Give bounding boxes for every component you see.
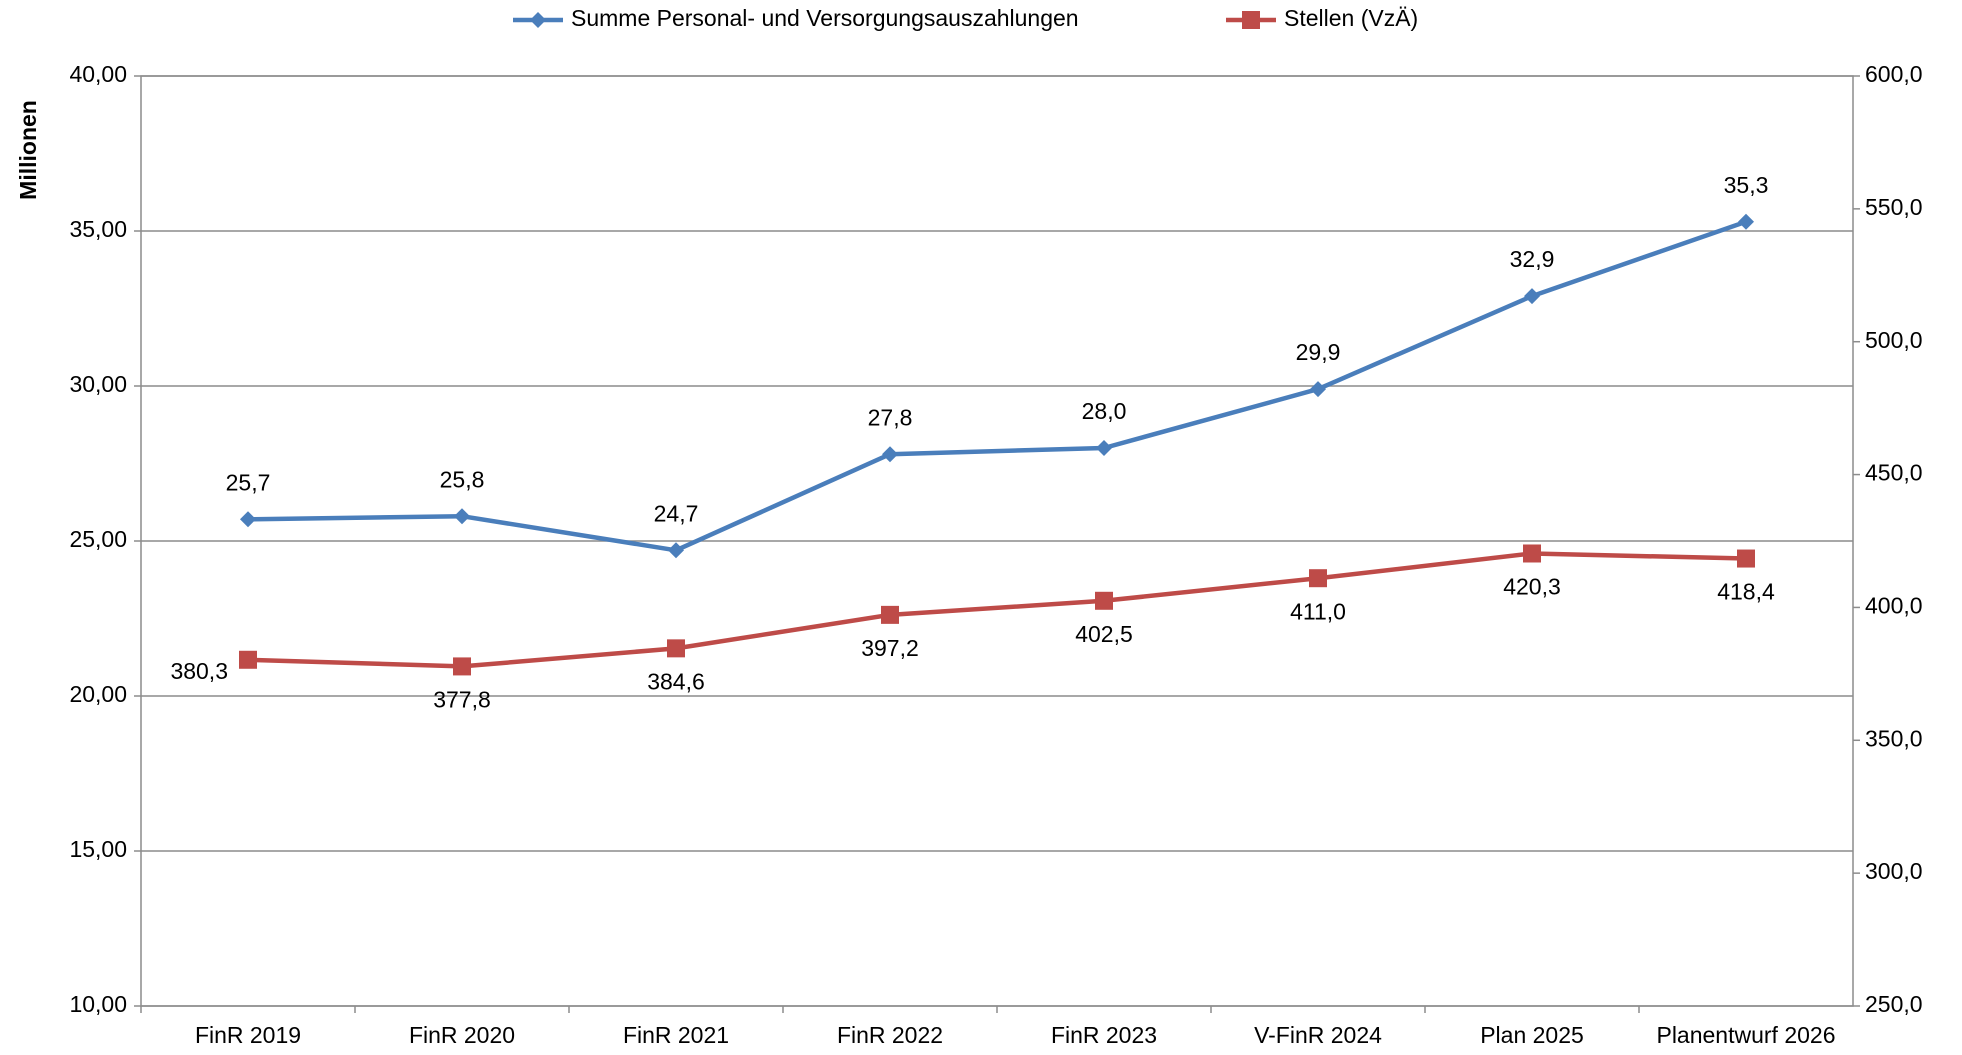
data-label: 29,9 [1296,339,1341,365]
line [247,551,1747,669]
y2-tick-label: 500,0 [1865,327,1923,353]
data-label: 377,8 [433,686,491,712]
x-tick-label: FinR 2021 [623,1022,729,1048]
y2-tick-label: 600,0 [1865,61,1923,87]
y-axis-label: Millionen [15,100,41,200]
data-label: 397,2 [861,635,919,661]
y2-tick-label: 450,0 [1865,460,1923,486]
x-tick-label: FinR 2020 [409,1022,515,1048]
line [247,219,1747,553]
y-tick-label: 15,00 [69,836,127,862]
data-label: 411,0 [1290,598,1346,624]
data-label: 27,8 [868,404,913,430]
y-tick-label: 30,00 [69,371,127,397]
y2-tick-label: 300,0 [1865,858,1923,884]
marker [240,511,256,528]
y2-tick-label: 550,0 [1865,194,1923,220]
data-label: 25,7 [226,469,271,495]
marker [454,508,470,525]
marker [239,650,257,669]
y-tick-label: 20,00 [69,681,127,707]
x-tick-label: Planentwurf 2026 [1656,1022,1835,1048]
y2-tick-label: 400,0 [1865,593,1923,619]
x-tick-label: FinR 2022 [837,1022,943,1048]
y2-tick-label: 350,0 [1865,725,1923,751]
x-tick-label: V-FinR 2024 [1254,1022,1382,1048]
marker [1737,549,1755,568]
x-tick-label: FinR 2023 [1051,1022,1157,1048]
marker [1310,381,1326,398]
data-label: 384,6 [647,668,705,694]
marker [1523,544,1541,563]
marker [1096,440,1112,456]
y2-tick-label: 250,0 [1865,991,1923,1017]
data-label: 35,3 [1724,172,1769,198]
y-tick-label: 25,00 [69,526,127,552]
data-label: 380,3 [170,658,228,684]
marker [882,446,898,463]
legend-label: Summe Personal- und Versorgungsauszahlun… [571,5,1079,31]
marker [881,605,899,624]
legend-label: Stellen (VzÄ) [1284,5,1418,31]
legend-marker [530,12,546,28]
x-tick-label: FinR 2019 [195,1022,301,1048]
data-label: 32,9 [1510,246,1555,272]
y-tick-label: 35,00 [69,216,127,242]
marker [1095,591,1113,610]
data-label: 402,5 [1075,621,1133,647]
data-label: 28,0 [1082,398,1127,424]
data-label: 24,7 [654,500,699,526]
data-label: 418,4 [1717,579,1775,605]
marker [1309,569,1327,588]
marker [453,657,471,676]
marker [1524,288,1540,305]
legend-marker [1242,11,1260,29]
marker [668,542,684,559]
y-tick-label: 10,00 [69,991,127,1017]
y-tick-label: 40,00 [69,61,127,87]
marker [667,639,685,658]
data-label: 420,3 [1503,574,1561,600]
data-label: 25,8 [440,466,485,492]
x-tick-label: Plan 2025 [1480,1022,1584,1048]
marker [1738,213,1754,230]
